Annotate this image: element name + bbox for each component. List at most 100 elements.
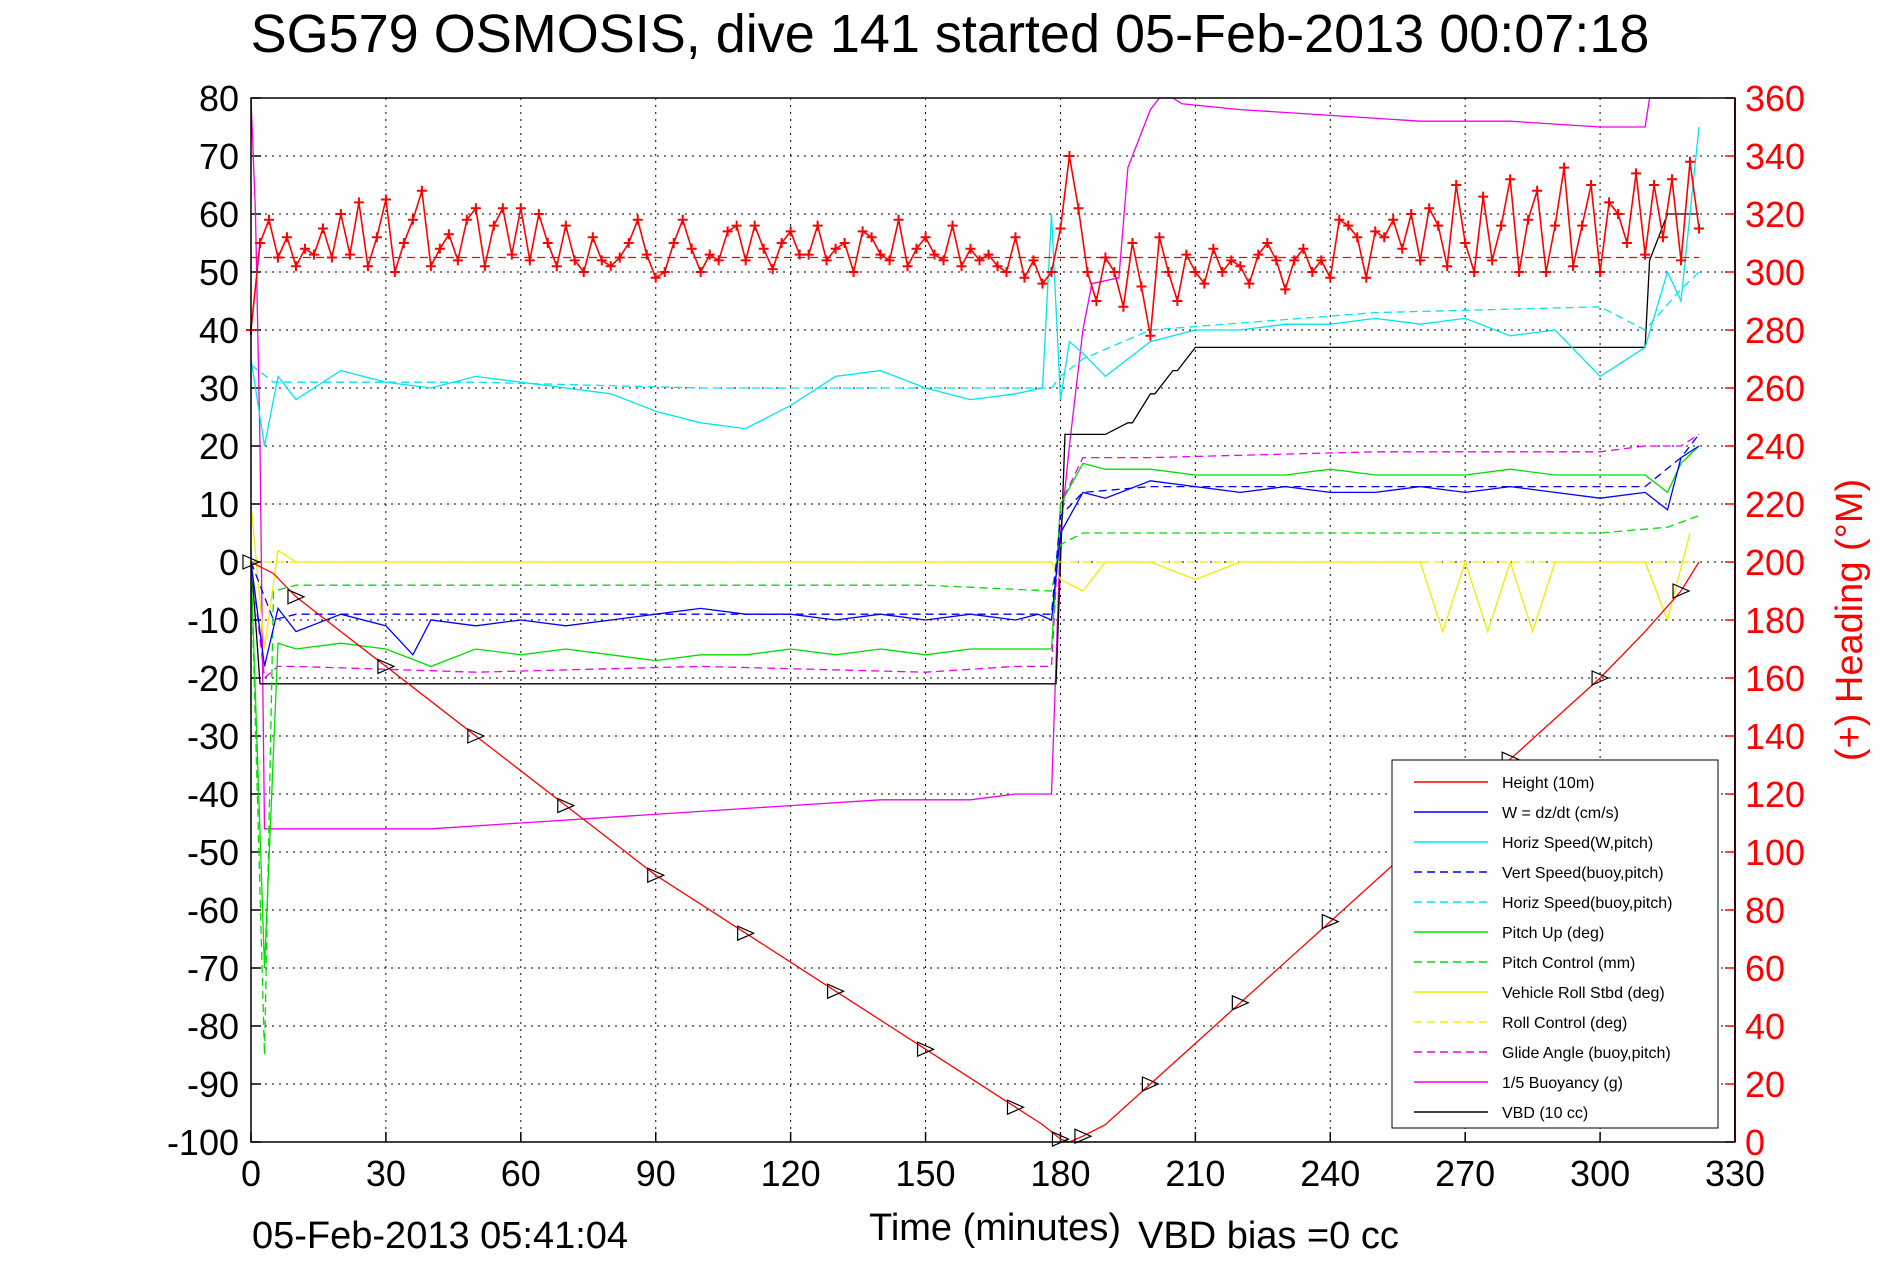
- heading-marker: [1541, 267, 1552, 277]
- series-line-horiz_buoy: [250, 271, 1700, 389]
- height-marker: [1591, 670, 1610, 686]
- series-line-vbd: [250, 213, 1699, 685]
- heading-marker: [1388, 214, 1399, 225]
- heading-marker: [1622, 238, 1633, 248]
- heading-marker: [650, 272, 661, 283]
- height-marker: [1006, 1099, 1025, 1116]
- heading-marker: [1487, 255, 1498, 266]
- heading-marker: [1154, 232, 1165, 243]
- heading-marker: [1334, 214, 1345, 225]
- x-tick-label: 240: [1300, 1153, 1360, 1194]
- x-tick-label: 150: [896, 1153, 956, 1194]
- y-right-tick-label: 260: [1745, 368, 1805, 409]
- y-axis-right-ticks: 0 20 40 60 80 100 120 140 160 180 200 220 240 260 280 3…: [1725, 78, 1805, 1163]
- heading-marker: [578, 267, 589, 277]
- heading-marker: [461, 214, 472, 225]
- heading-marker: [767, 264, 778, 275]
- legend-label-horiz_w: Horiz Speed(W,pitch): [1502, 835, 1653, 852]
- x-tick-label: 60: [501, 1153, 541, 1194]
- heading-marker: [1532, 185, 1543, 196]
- heading-marker: [506, 249, 517, 260]
- heading-marker: [1199, 278, 1210, 289]
- heading-marker: [371, 232, 382, 243]
- heading-marker: [434, 243, 445, 254]
- heading-marker: [398, 238, 409, 248]
- heading-marker: [785, 226, 796, 237]
- heading-marker: [542, 238, 553, 248]
- heading-marker: [1280, 284, 1291, 295]
- heading-marker: [1217, 267, 1228, 277]
- height-marker: [467, 728, 486, 744]
- series-line-vert_buoy: [250, 434, 1700, 621]
- heading-marker: [1613, 209, 1624, 219]
- height-marker: [737, 925, 756, 942]
- y-tick-label: -70: [187, 948, 239, 989]
- heading-marker: [938, 255, 949, 266]
- heading-marker: [884, 255, 895, 266]
- heading-marker: [1640, 249, 1651, 260]
- heading-marker: [695, 267, 706, 277]
- legend-label-roll: Vehicle Roll Stbd (deg): [1502, 985, 1665, 1002]
- heading-marker: [1109, 267, 1120, 277]
- y-tick-label: -50: [187, 832, 239, 873]
- heading-marker: [929, 249, 940, 260]
- y-tick-label: 30: [199, 368, 239, 409]
- x-tick-label: 210: [1165, 1153, 1225, 1194]
- y-tick-label: -40: [187, 774, 239, 815]
- height-marker: [827, 983, 846, 1000]
- y-tick-label: 40: [199, 310, 239, 351]
- heading-marker: [614, 252, 625, 263]
- heading-marker: [848, 267, 859, 277]
- legend-label-w: W = dz/dt (cm/s): [1502, 805, 1619, 822]
- series-line-glide: [250, 433, 1700, 680]
- heading-marker: [1586, 180, 1597, 190]
- heading-marker: [272, 252, 283, 263]
- heading-marker: [1082, 267, 1093, 277]
- heading-marker: [1577, 220, 1588, 231]
- heading-marker: [1127, 238, 1138, 248]
- heading-marker: [659, 267, 670, 277]
- heading-marker: [470, 203, 481, 214]
- heading-marker: [380, 194, 391, 205]
- heading-marker: [1316, 255, 1327, 266]
- heading-marker: [587, 232, 598, 243]
- heading-marker: [1676, 255, 1687, 266]
- heading-marker: [299, 243, 310, 254]
- heading-marker: [974, 255, 985, 266]
- heading-marker: [749, 220, 760, 231]
- heading-marker: [812, 220, 823, 231]
- heading-marker: [1559, 162, 1570, 173]
- heading-marker: [263, 214, 274, 225]
- heading-marker: [776, 238, 787, 248]
- legend-box: [1391, 759, 1719, 1129]
- heading-marker: [1046, 267, 1057, 277]
- y-right-tick-label: 40: [1745, 1006, 1785, 1047]
- height-marker: [1231, 994, 1250, 1011]
- heading-marker: [821, 255, 832, 266]
- height-marker: [1074, 1128, 1093, 1145]
- heading-marker: [1478, 191, 1489, 202]
- heading-marker: [524, 255, 535, 266]
- heading-marker: [947, 220, 958, 231]
- heading-marker: [1181, 249, 1192, 260]
- heading-marker: [1244, 278, 1255, 289]
- heading-marker: [1190, 267, 1201, 277]
- heading-marker: [443, 229, 454, 240]
- x-tick-label: 180: [1030, 1153, 1090, 1194]
- height-marker: [287, 588, 306, 605]
- x-tick-label: 120: [761, 1153, 821, 1194]
- heading-marker: [623, 238, 634, 248]
- legend-label-height: Height (10m): [1502, 775, 1594, 792]
- heading-marker: [515, 203, 526, 214]
- heading-marker: [416, 185, 427, 196]
- heading-marker: [1262, 238, 1273, 248]
- heading-marker: [866, 232, 877, 243]
- legend-label-buoyancy: 1/5 Buoyancy (g): [1502, 1075, 1623, 1092]
- x-tick-label: 330: [1705, 1153, 1765, 1194]
- y-tick-label: 80: [199, 78, 239, 119]
- legend-label-glide: Glide Angle (buoy,pitch): [1502, 1045, 1671, 1062]
- heading-marker: [1496, 220, 1507, 231]
- heading-marker: [1064, 151, 1075, 161]
- y-right-tick-label: 360: [1745, 78, 1805, 119]
- x-tick-label: 90: [636, 1153, 676, 1194]
